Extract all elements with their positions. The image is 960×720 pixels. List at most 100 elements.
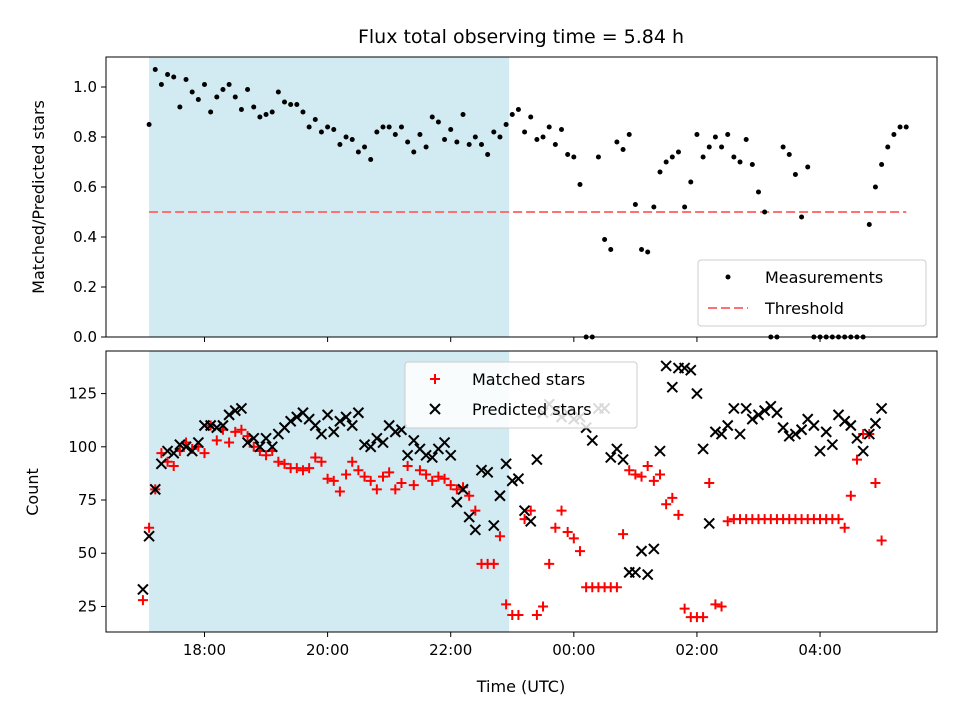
predicted-point xyxy=(734,428,746,440)
matched-point xyxy=(236,424,247,435)
matched-point xyxy=(876,535,887,546)
measurement-point xyxy=(799,214,805,220)
matched-point xyxy=(396,477,407,488)
top-y-tick-label: 0.6 xyxy=(73,178,97,196)
measurement-point xyxy=(405,139,411,145)
predicted-point xyxy=(820,426,832,438)
predicted-point xyxy=(457,483,469,496)
predicted-point xyxy=(217,419,229,432)
predicted-point xyxy=(518,504,531,517)
matched-point xyxy=(556,505,567,516)
predicted-point xyxy=(389,426,402,438)
matched-point xyxy=(642,460,653,471)
measurement-point xyxy=(632,202,638,207)
measurement-point xyxy=(411,149,417,155)
matched-point xyxy=(261,450,272,461)
bottom-y-tick-label: 100 xyxy=(68,438,97,456)
bottom-y-tick-label: 50 xyxy=(78,544,97,562)
measurement-point xyxy=(442,137,448,142)
measurement-point xyxy=(478,142,484,147)
predicted-point xyxy=(629,566,642,579)
x-tick-label: 18:00 xyxy=(183,641,226,659)
predicted-point xyxy=(635,545,648,557)
matched-point xyxy=(574,546,585,557)
measurement-point xyxy=(183,77,189,82)
matched-point xyxy=(679,603,690,614)
matched-point xyxy=(648,475,659,486)
measurement-point xyxy=(263,112,269,117)
matched-point xyxy=(636,471,647,482)
measurement-point xyxy=(294,102,300,107)
measurement-point xyxy=(337,142,343,147)
predicted-point xyxy=(494,490,506,502)
predicted-point xyxy=(377,436,389,449)
measurement-point xyxy=(318,129,324,135)
measurement-point xyxy=(398,124,404,130)
measurement-point xyxy=(565,152,571,157)
measurement-point xyxy=(755,189,761,195)
measurement-point xyxy=(195,97,201,102)
predicted-point xyxy=(715,428,728,440)
measurement-point xyxy=(897,124,903,130)
measurement-point xyxy=(706,144,712,150)
predicted-point xyxy=(143,530,155,542)
matched-point xyxy=(611,582,622,593)
measurement-point xyxy=(355,149,361,155)
matched-point xyxy=(353,465,364,476)
predicted-point xyxy=(758,404,771,417)
matched-point xyxy=(414,465,425,476)
predicted-point xyxy=(611,443,623,455)
predicted-point xyxy=(321,409,334,421)
matched-point xyxy=(384,467,395,478)
measurement-point xyxy=(368,157,374,162)
predicted-point xyxy=(648,543,660,555)
predicted-point xyxy=(826,438,839,451)
measurement-point xyxy=(872,184,878,190)
matched-point xyxy=(661,499,672,510)
predicted-point xyxy=(352,407,365,419)
measurement-point xyxy=(639,247,645,252)
matched-point xyxy=(722,516,733,527)
predicted-point xyxy=(869,417,882,430)
predicted-point xyxy=(851,432,863,444)
measurement-point xyxy=(386,124,392,130)
measurement-point xyxy=(201,82,207,87)
matched-point xyxy=(427,475,438,486)
measurement-point xyxy=(152,67,158,72)
measurement-point xyxy=(325,124,331,130)
predicted-point xyxy=(445,449,457,462)
measurement-point xyxy=(177,104,183,110)
legend-matched-label: Matched stars xyxy=(472,370,585,389)
measurement-point xyxy=(269,109,275,115)
legend-predicted-label: Predicted stars xyxy=(472,400,592,419)
matched-point xyxy=(199,448,210,459)
measurement-point xyxy=(792,172,798,177)
top-y-tick-label: 0.4 xyxy=(73,228,97,246)
predicted-point xyxy=(488,519,500,532)
matched-point xyxy=(870,477,881,488)
measurement-point xyxy=(423,144,429,150)
matched-point xyxy=(433,471,444,482)
predicted-point xyxy=(746,413,759,425)
measurement-point xyxy=(602,237,608,242)
measurement-point xyxy=(245,87,251,92)
predicted-point xyxy=(309,419,321,432)
matched-point xyxy=(230,426,241,437)
matched-point xyxy=(494,531,505,542)
matched-point xyxy=(168,460,179,471)
predicted-point xyxy=(666,381,679,393)
measurement-point xyxy=(688,179,694,185)
predicted-point xyxy=(364,441,377,453)
predicted-point xyxy=(863,428,875,440)
predicted-point xyxy=(241,436,254,449)
matched-point xyxy=(445,480,456,491)
predicted-point xyxy=(229,404,241,417)
predicted-point xyxy=(845,419,857,432)
matched-point xyxy=(365,475,376,486)
matched-point xyxy=(464,490,475,501)
measurement-point xyxy=(282,99,288,105)
measurement-point xyxy=(491,129,497,135)
measurement-point xyxy=(312,117,318,122)
measurement-point xyxy=(374,129,380,135)
x-axis-label: Time (UTC) xyxy=(476,677,565,696)
